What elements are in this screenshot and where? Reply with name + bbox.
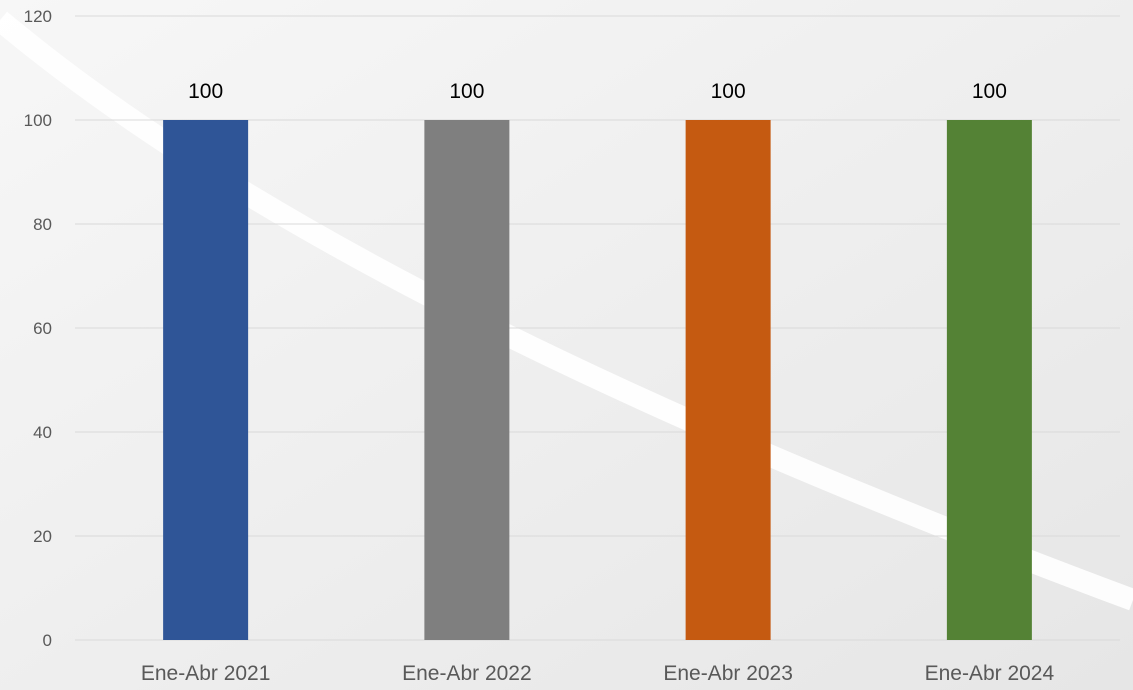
- y-axis-ticks: 0 20 40 60 80 100 120: [24, 7, 52, 650]
- data-label: 100: [449, 80, 484, 103]
- data-label: 100: [188, 80, 223, 103]
- y-tick-label: 60: [33, 319, 52, 338]
- data-labels: 100 100 100 100: [188, 80, 1007, 103]
- y-tick-label: 80: [33, 215, 52, 234]
- x-category-label: Ene-Abr 2024: [925, 662, 1055, 685]
- bar-1: [163, 120, 249, 640]
- y-tick-label: 40: [33, 423, 52, 442]
- y-tick-label: 20: [33, 527, 52, 546]
- x-category-label: Ene-Abr 2021: [141, 662, 271, 685]
- bar-3: [685, 120, 771, 640]
- bars: [163, 120, 1032, 640]
- x-category-label: Ene-Abr 2023: [663, 662, 793, 685]
- data-label: 100: [972, 80, 1007, 103]
- x-category-label: Ene-Abr 2022: [402, 662, 532, 685]
- data-label: 100: [711, 80, 746, 103]
- y-tick-label: 0: [43, 631, 52, 650]
- x-axis-categories: Ene-Abr 2021 Ene-Abr 2022 Ene-Abr 2023 Ene-…: [141, 662, 1055, 685]
- bar-2: [424, 120, 510, 640]
- gridlines: [75, 15, 1120, 641]
- bar-4: [946, 120, 1032, 640]
- y-tick-label: 100: [24, 111, 52, 130]
- y-tick-label: 120: [24, 7, 52, 26]
